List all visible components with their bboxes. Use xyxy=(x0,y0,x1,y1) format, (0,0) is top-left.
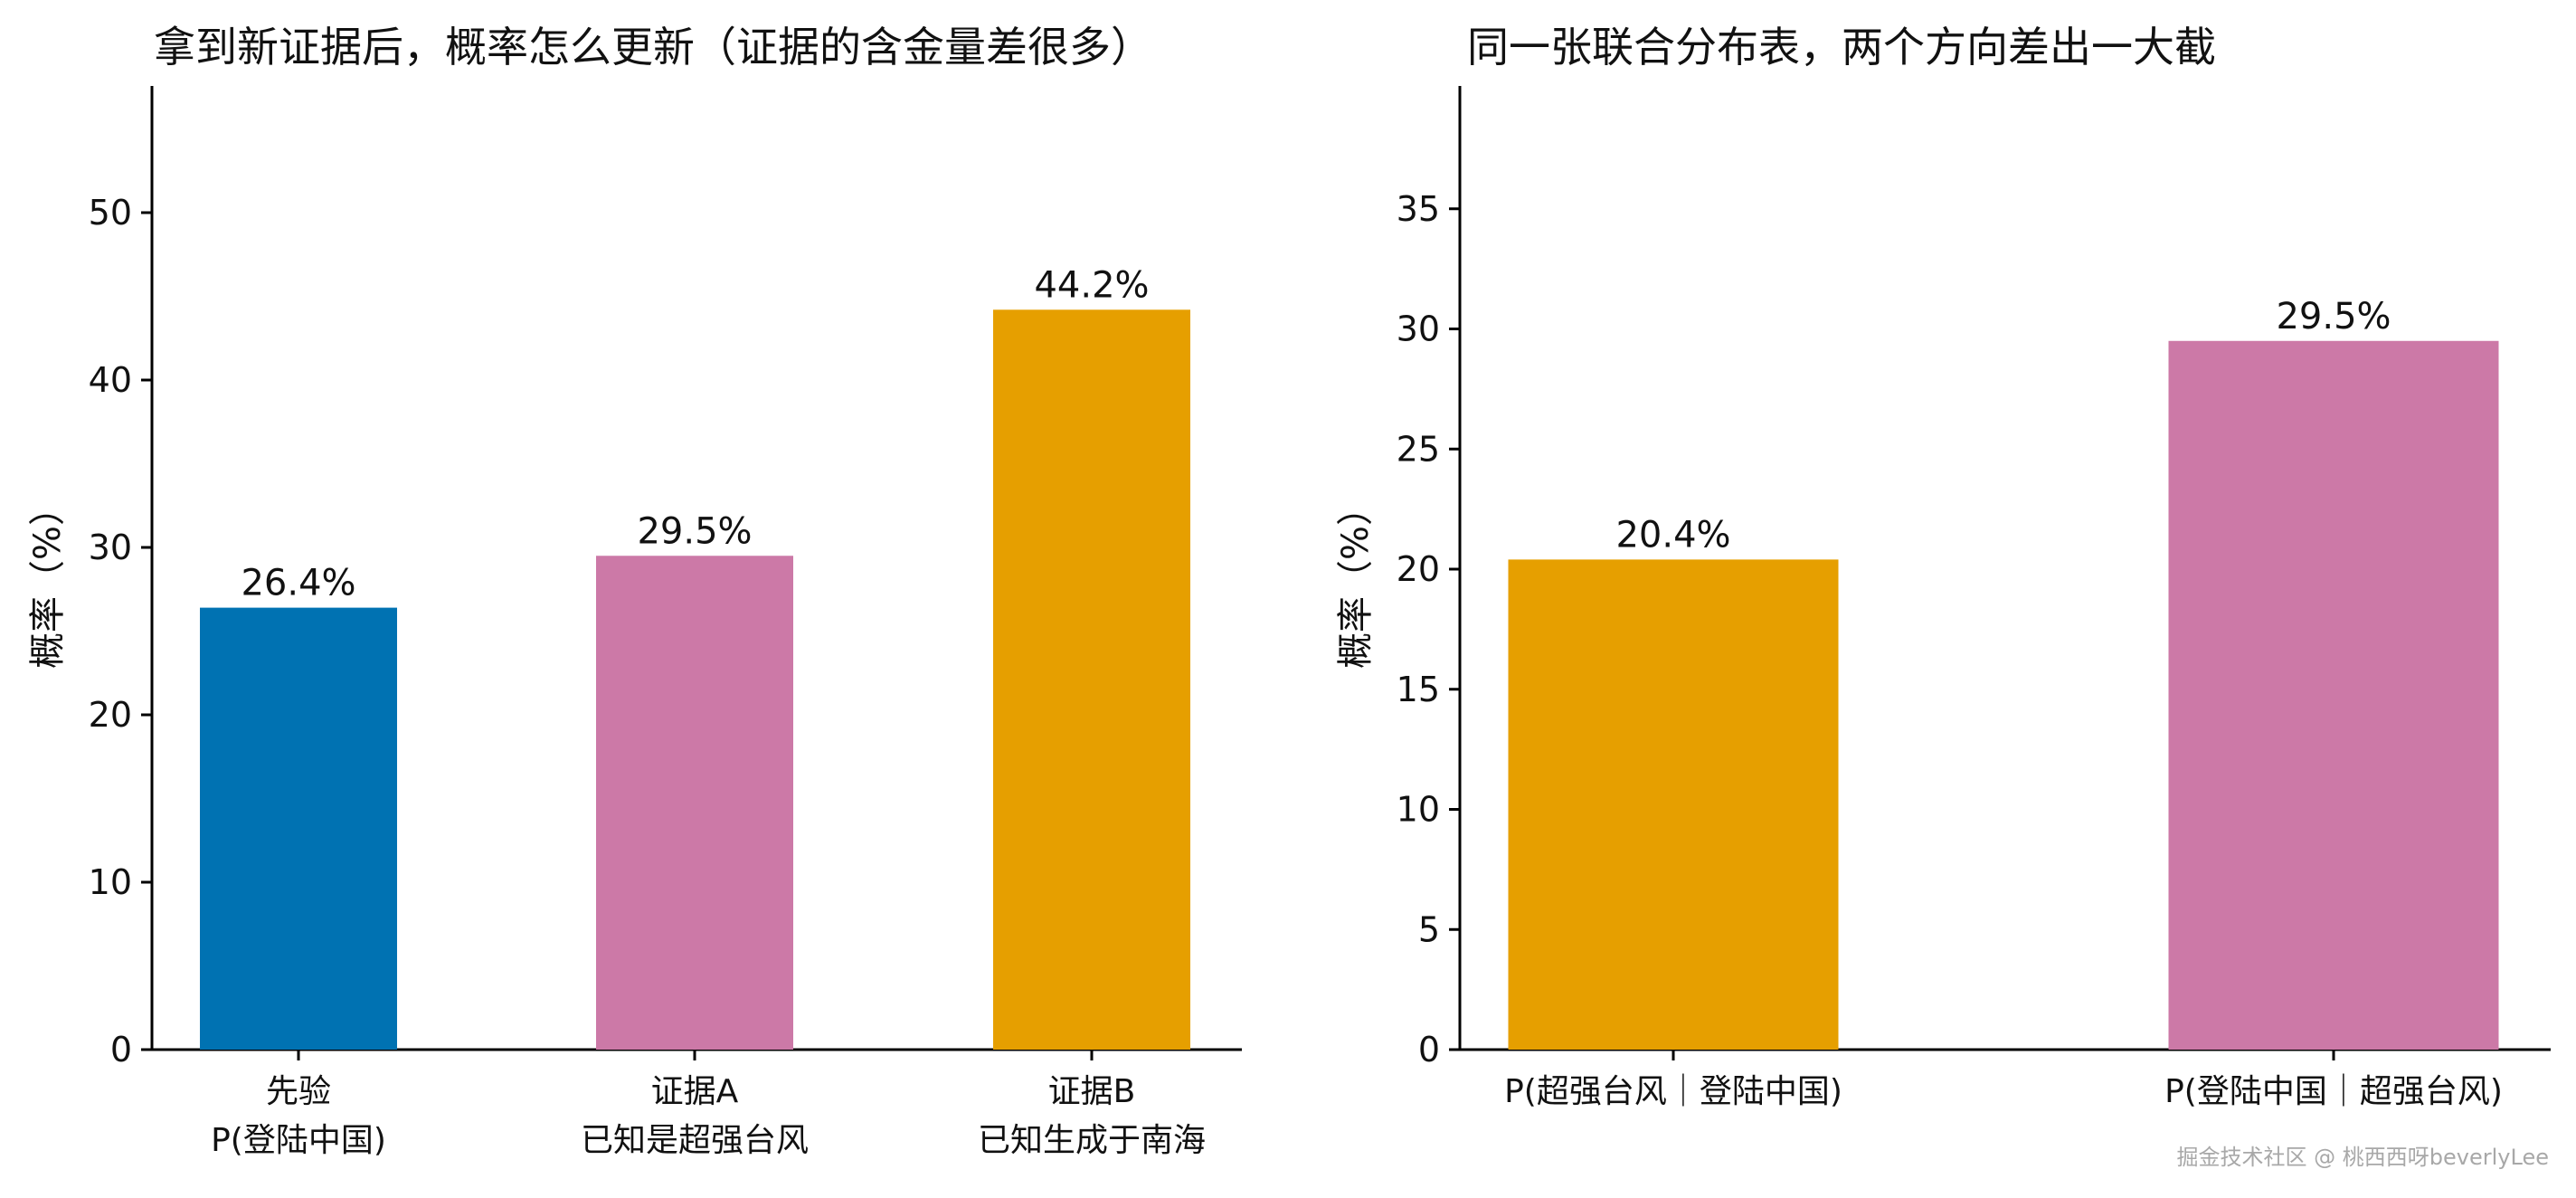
chart-left-xtick-label: 证据A xyxy=(651,1073,739,1110)
chart-right-ytick-label: 20 xyxy=(1397,549,1440,589)
chart-right-xtick-label: P(登陆中国｜超强台风) xyxy=(2164,1073,2503,1110)
chart-right-ytick-label: 5 xyxy=(1418,909,1440,949)
chart-right-data-label: 29.5% xyxy=(2276,296,2391,338)
chart-left-xtick-label: 先验 xyxy=(266,1073,331,1110)
chart-left-ytick-label: 0 xyxy=(110,1030,132,1070)
chart-left-bar xyxy=(200,607,397,1050)
chart-right-ytick-label: 25 xyxy=(1397,429,1440,469)
chart-right-ytick-label: 15 xyxy=(1397,670,1440,709)
chart-left-bar xyxy=(993,309,1190,1050)
chart-left-xtick-label: 已知是超强台风 xyxy=(581,1122,809,1159)
chart-right-ylabel: 概率（%） xyxy=(1335,490,1377,669)
chart-right-xtick-label: P(超强台风｜登陆中国) xyxy=(1504,1073,1842,1110)
chart-left-ytick-label: 40 xyxy=(89,360,132,400)
chart-left: 拿到新证据后，概率怎么更新（证据的含金量差很多） 概率（%） 0 10 20 30 40… xyxy=(27,23,1242,1159)
chart-left-data-label: 29.5% xyxy=(637,510,752,552)
chart-left-data-label: 26.4% xyxy=(241,563,355,604)
chart-left-ytick-label: 30 xyxy=(89,528,132,567)
chart-right-data-label: 20.4% xyxy=(1615,514,1730,556)
chart-left-ytick-label: 10 xyxy=(89,862,132,902)
chart-right-ytick-label: 0 xyxy=(1418,1030,1440,1070)
chart-right: 同一张联合分布表，两个方向差出一大截 概率（%） 0 5 10 15 20 25 30 35 2… xyxy=(1335,23,2551,1110)
chart-left-ytick-label: 20 xyxy=(89,695,132,735)
chart-left-data-label: 44.2% xyxy=(1034,264,1149,306)
chart-left-xtick-label: P(登陆中国) xyxy=(211,1122,386,1159)
chart-left-bar xyxy=(596,556,793,1050)
chart-right-bar xyxy=(1508,559,1839,1050)
chart-right-ytick-label: 10 xyxy=(1397,790,1440,830)
chart-right-bar xyxy=(2168,340,2499,1050)
chart-left-xtick-label: 已知生成于南海 xyxy=(978,1122,1206,1159)
chart-left-title: 拿到新证据后，概率怎么更新（证据的含金量差很多） xyxy=(154,23,1152,71)
chart-right-title: 同一张联合分布表，两个方向差出一大截 xyxy=(1467,23,2216,71)
watermark: 掘金技术社区 @ 桃西西呀beverlyLee xyxy=(2177,1145,2549,1170)
chart-right-ytick-label: 30 xyxy=(1397,309,1440,349)
chart-left-ytick-label: 50 xyxy=(89,193,132,233)
chart-right-ytick-label: 35 xyxy=(1397,189,1440,229)
chart-left-xtick-label: 证据B xyxy=(1048,1073,1136,1110)
chart-left-ylabel: 概率（%） xyxy=(27,490,69,669)
